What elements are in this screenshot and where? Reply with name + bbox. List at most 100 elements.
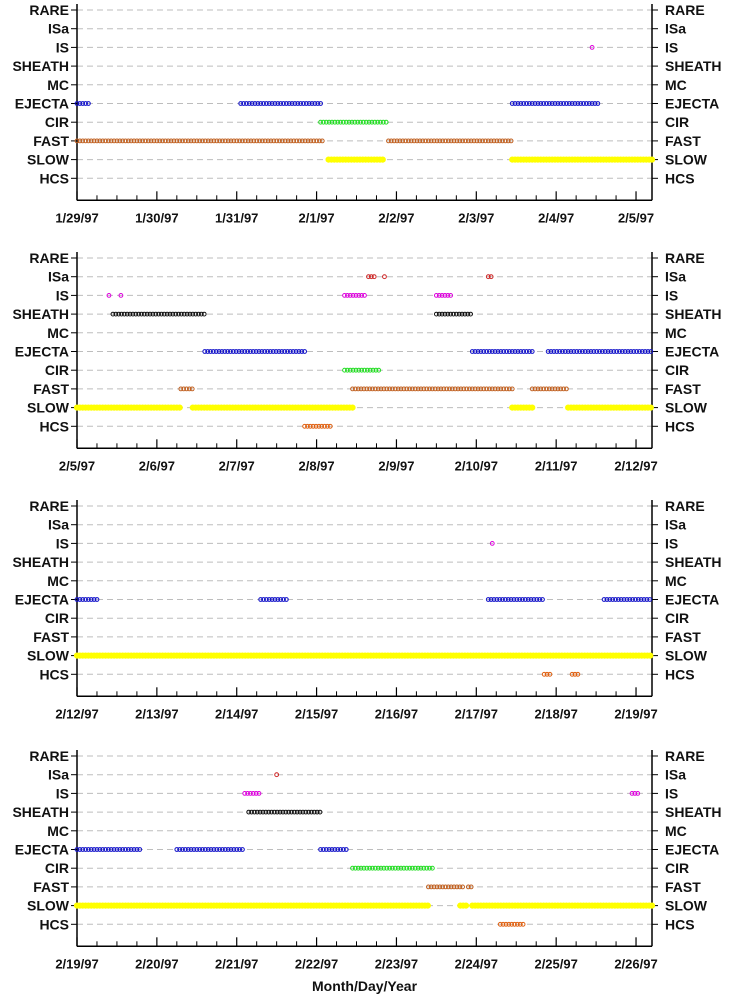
data-point-ejecta [134,847,140,852]
data-point-fast [438,386,444,392]
data-point-ejecta [583,101,589,106]
data-point-sheath [294,809,300,815]
data-point-ejecta [225,847,231,852]
data-point-cir [378,865,384,871]
data-point-ejecta [295,101,301,106]
x-tick-label: 2/19/97 [55,956,98,971]
data-point-ejecta [231,847,237,852]
data-point-fast [285,138,291,144]
data-point-ejecta [103,847,108,852]
data-point-fast [103,138,108,144]
data-point-cir [392,865,398,871]
data-point-fast [431,884,437,890]
data-point-ejecta [91,597,97,602]
data-point-ejecta [628,349,634,354]
data-point-ejecta [97,847,103,852]
data-point-fast [372,386,378,392]
data-point-fast [262,138,268,144]
series-cir [318,119,389,125]
data-point-ejecta [338,847,343,852]
data-point-sheath [144,311,150,317]
x-tick-label: 2/3/97 [458,210,494,225]
data-point-ejecta [502,597,508,602]
data-point-cir [326,119,332,125]
data-point-hcs [509,921,515,927]
right-category-label: ISa [665,517,686,533]
left-category-label: CIR [45,860,69,876]
data-point-fast [418,386,424,392]
left-category-label: HCS [39,666,69,682]
data-point-sheath [300,809,306,815]
data-point-fast [407,386,412,392]
data-point-sheath [459,311,465,317]
data-point-ejecta [185,847,191,852]
data-point-ejecta [278,597,284,602]
data-point-ejecta [509,349,515,354]
data-point-fast [411,138,417,144]
panel-4: RARE RARE ISa ISa IS IS SHEATH SHEATH MC MC EJECTA… [12,748,721,971]
data-point-ejecta [635,597,641,602]
left-category-label: IS [56,785,69,801]
data-point-fast [467,386,472,392]
data-point-ejecta [272,101,278,106]
x-tick-label: 2/19/97 [614,706,657,721]
data-point-fast [251,138,257,144]
data-point-sheath [176,311,181,317]
data-point-fast [391,138,397,144]
data-point-cir [381,865,387,871]
data-point-fast [457,884,463,890]
data-point-ejecta [182,847,188,852]
left-category-label: SLOW [27,400,70,416]
series-fast [74,138,514,144]
data-point-is [359,293,365,298]
data-point-fast [443,884,448,890]
data-point-sheath [436,311,442,317]
data-point-isa [488,274,494,280]
data-point-fast [452,386,458,392]
panel-1: RARE RARE ISa ISa IS IS SHEATH SHEATH MC MC EJECTA… [12,2,721,225]
data-point-ejecta [286,101,292,106]
data-point-fast [257,138,262,144]
data-point-fast [502,138,508,144]
data-point-fast [355,386,361,392]
data-point-ejecta [549,101,555,106]
series-fast [178,386,569,392]
left-category-label: EJECTA [15,344,69,360]
left-category-label: SLOW [27,152,70,168]
data-point-sheath [456,311,462,317]
data-point-ejecta [647,597,653,602]
data-point-fast [189,386,195,392]
data-point-ejecta [500,597,505,602]
data-point-is [448,293,454,298]
data-point-sheath [173,311,179,317]
x-tick-label: 2/22/97 [295,956,338,971]
data-point-ejecta [512,101,518,106]
data-point-cir [378,119,383,125]
left-category-label: MC [47,77,69,93]
data-point-ejecta [100,847,106,852]
data-point-hcs [520,921,526,927]
data-point-is [350,293,356,298]
data-point-fast [472,386,478,392]
data-point-fast [317,138,322,144]
data-point-ejecta [114,847,120,852]
data-point-fast [392,386,398,392]
data-point-cir [401,865,407,871]
data-point-ejecta [617,349,622,354]
right-category-label: HCS [665,666,695,682]
data-point-cir [335,119,341,125]
data-point-ejecta [485,597,491,602]
data-point-ejecta [278,101,284,106]
right-category-label: HCS [665,170,695,186]
data-point-fast [114,138,120,144]
data-point-fast [529,386,535,392]
data-point-ejecta [253,349,259,354]
data-point-ejecta [592,101,598,106]
data-point-ejecta [521,101,527,106]
right-category-label: CIR [665,610,689,626]
data-point-fast [494,138,500,144]
data-point-ejecta [625,349,631,354]
data-point-ejecta [74,101,80,106]
data-point-ejecta [202,847,208,852]
left-category-label: ISa [48,21,69,37]
